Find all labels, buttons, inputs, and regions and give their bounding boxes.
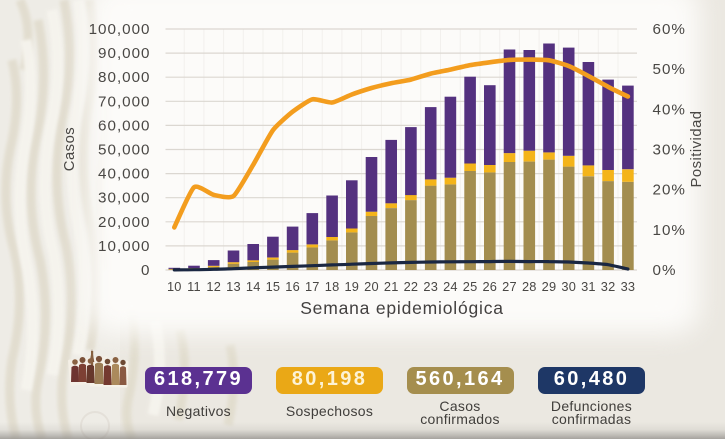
svg-text:Positividad: Positividad <box>689 110 705 187</box>
svg-text:32: 32 <box>601 279 616 294</box>
svg-text:17: 17 <box>305 279 320 294</box>
svg-text:100,000: 100,000 <box>89 21 151 38</box>
svg-text:80,000: 80,000 <box>98 69 150 86</box>
svg-text:19: 19 <box>344 279 359 294</box>
svg-text:20: 20 <box>364 279 379 294</box>
svg-text:24: 24 <box>443 279 458 294</box>
svg-text:29: 29 <box>542 279 557 294</box>
svg-text:25: 25 <box>463 279 478 294</box>
svg-text:21: 21 <box>384 279 399 294</box>
svg-text:18: 18 <box>325 279 340 294</box>
svg-text:11: 11 <box>187 279 201 294</box>
svg-text:33: 33 <box>621 279 636 294</box>
svg-text:26: 26 <box>482 279 497 294</box>
svg-text:31: 31 <box>581 279 596 294</box>
svg-text:40,000: 40,000 <box>98 166 150 183</box>
svg-text:20%: 20% <box>653 182 686 199</box>
svg-text:10%: 10% <box>653 222 686 239</box>
svg-text:50%: 50% <box>653 61 686 78</box>
svg-text:0: 0 <box>141 262 150 279</box>
svg-text:14: 14 <box>246 279 261 294</box>
svg-text:30,000: 30,000 <box>98 190 150 207</box>
svg-text:60,000: 60,000 <box>98 117 150 134</box>
svg-text:40%: 40% <box>653 101 686 118</box>
svg-text:50,000: 50,000 <box>98 142 150 159</box>
svg-text:Semana epidemiológica: Semana epidemiológica <box>300 298 504 318</box>
svg-text:70,000: 70,000 <box>98 93 150 110</box>
svg-text:60%: 60% <box>653 21 686 38</box>
svg-text:13: 13 <box>226 279 241 294</box>
svg-text:Casos: Casos <box>62 127 78 171</box>
svg-text:30: 30 <box>561 279 576 294</box>
svg-text:90,000: 90,000 <box>98 45 150 62</box>
svg-text:0%: 0% <box>653 262 677 279</box>
svg-text:20,000: 20,000 <box>98 214 150 231</box>
svg-text:16: 16 <box>285 279 300 294</box>
svg-text:12: 12 <box>206 279 221 294</box>
svg-text:10,000: 10,000 <box>98 238 150 255</box>
svg-text:22: 22 <box>404 279 419 294</box>
svg-text:10: 10 <box>167 279 182 294</box>
svg-text:30%: 30% <box>653 142 686 159</box>
svg-text:28: 28 <box>522 279 537 294</box>
svg-text:27: 27 <box>502 279 517 294</box>
svg-text:15: 15 <box>266 279 281 294</box>
svg-text:23: 23 <box>423 279 438 294</box>
